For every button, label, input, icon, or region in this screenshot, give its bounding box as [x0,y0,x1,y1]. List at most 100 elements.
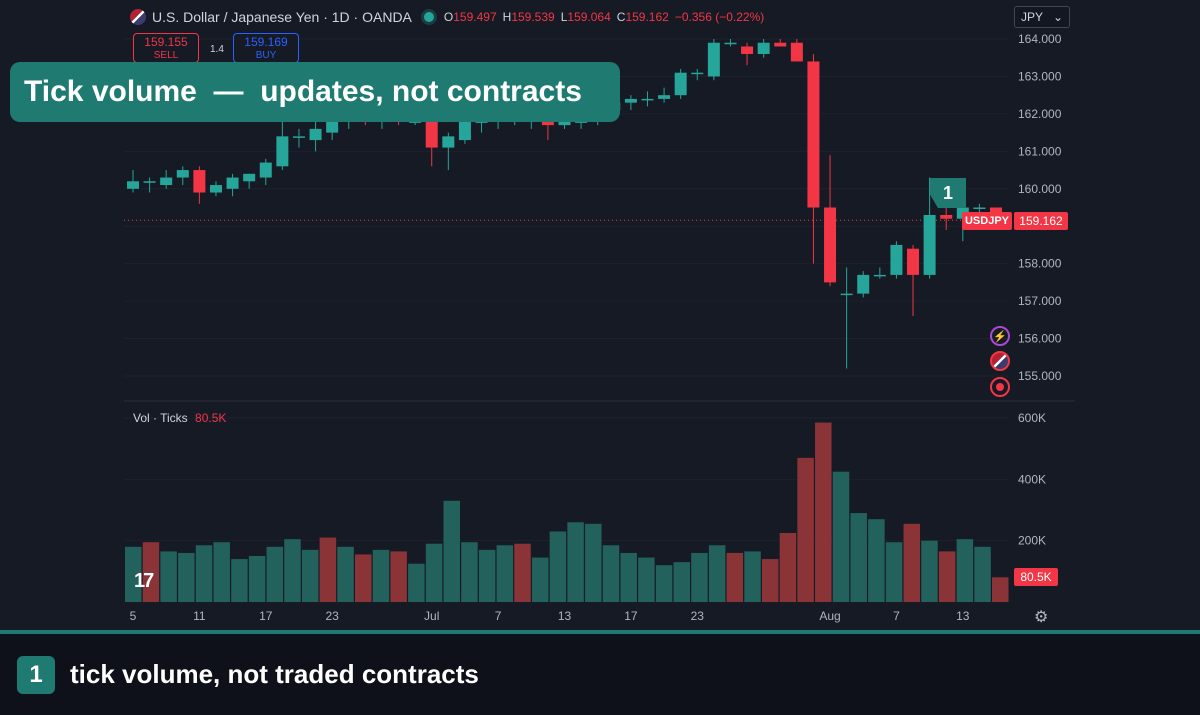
candle-body [724,42,737,45]
candle-body [176,170,189,178]
x-tick-label: 13 [558,609,572,623]
record-icon[interactable] [990,377,1010,397]
price-tick-label: 164.000 [1018,32,1062,46]
volume-bar [301,549,319,602]
candle-body [276,136,289,167]
volume-bar [850,513,867,602]
open-number: 159.497 [453,10,497,24]
candle-body [907,248,920,275]
candle-body [807,61,820,208]
volume-bar [549,531,567,602]
x-tick-label: Aug [819,609,840,623]
candle-body [774,42,787,47]
candle-body [193,170,206,193]
volume-bar [319,537,337,602]
gear-icon[interactable]: ⚙ [1034,609,1049,626]
candle-body [143,181,156,183]
volume-bar [425,543,443,602]
price-tick-label: 157.000 [1018,294,1062,308]
volume-bar [744,551,761,602]
volume-bar [992,577,1009,602]
candle-body [243,173,256,182]
volume-bar [885,542,903,602]
open-value: O159.497 [444,10,497,24]
volume-bar [956,539,974,602]
volume-bar [195,545,213,602]
symbol-title[interactable]: U.S. Dollar / Japanese Yen · 1D · OANDA [152,9,412,25]
volume-bar [832,471,850,602]
volume-bar [655,565,673,602]
close-number: 159.162 [625,10,669,24]
candle-body [741,46,754,54]
volume-bar [125,546,142,602]
change-value: −0.356 (−0.22%) [674,10,765,24]
candle-body [127,181,139,189]
candle-body [309,128,322,141]
x-tick-label: Jul [424,609,439,623]
price-tick-label: 160.000 [1018,182,1062,196]
symbol-header: U.S. Dollar / Japanese Yen · 1D · OANDA … [130,6,770,28]
candle-body [292,136,305,138]
high-number: 159.539 [511,10,555,24]
buy-price: 159.169 [244,35,288,49]
symbol-price-tag: USDJPY [962,212,1012,230]
volume-bar [585,523,602,602]
volume-bar [868,519,885,602]
price-tick-label: 156.000 [1018,332,1062,346]
high-label: H [502,10,512,24]
candle-body [707,42,720,77]
candle-body [658,95,671,99]
open-label: O [443,10,454,24]
candle-body [691,72,704,75]
flash-icon[interactable]: ⚡ [990,326,1010,346]
volume-tick-label: 200K [1018,534,1046,548]
volume-bar [178,552,195,602]
annotation-marker: 1 [930,178,966,208]
chevron-down-icon: ⌄ [1052,10,1063,24]
candle-body [873,274,886,277]
buy-button[interactable]: 159.169 BUY [233,33,299,63]
candle-body [940,214,953,219]
low-value: L159.064 [561,10,611,24]
caption-number: 1 [17,655,55,694]
candle-body [575,121,588,123]
sell-price: 159.155 [144,35,188,49]
volume-bar [390,551,407,602]
volume-legend[interactable]: Vol · Ticks 80.5K [133,411,226,425]
close-label: C [616,10,626,24]
volume-bar [337,546,354,602]
volume-bar [903,523,921,602]
candle-body [442,136,455,148]
x-tick-label: 11 [193,609,206,623]
candle-body [425,121,438,148]
volume-bar [478,549,496,602]
volume-bar [514,543,531,602]
volume-bar [938,551,956,602]
price-tick-label: 158.000 [1018,257,1062,271]
caption-footer: 1 tick volume, not traded contracts [0,634,1200,715]
spread-value: 1.4 [210,44,224,55]
price-tick-label: 155.000 [1018,369,1062,383]
volume-bar [213,542,230,602]
currency-select[interactable]: JPY ⌄ [1014,6,1070,28]
x-tick-label: 17 [624,609,638,623]
us-flag-event-icon[interactable] [990,351,1010,371]
volume-bar [726,552,744,602]
sell-button[interactable]: 159.155 SELL [133,33,199,63]
volume-bar [779,533,797,602]
volume-bar [602,545,620,602]
candle-body [209,185,222,193]
chart-canvas[interactable]: 164.000 163.000 162.000 161.000 160.000 159.0… [0,0,1200,630]
volume-bar [266,546,284,602]
candle-body [458,121,471,141]
tradingview-logo[interactable]: 17 [134,570,154,592]
footer-divider [0,630,1200,634]
candle-body [890,244,903,275]
candle-body [475,121,488,123]
candle-body [857,274,870,294]
x-tick-label: 7 [495,609,502,623]
price-tick-label: 161.000 [1018,144,1062,158]
close-value: C159.162 [617,10,669,24]
candle-body [757,42,770,54]
last-price-tag: 159.162 [1014,212,1068,230]
